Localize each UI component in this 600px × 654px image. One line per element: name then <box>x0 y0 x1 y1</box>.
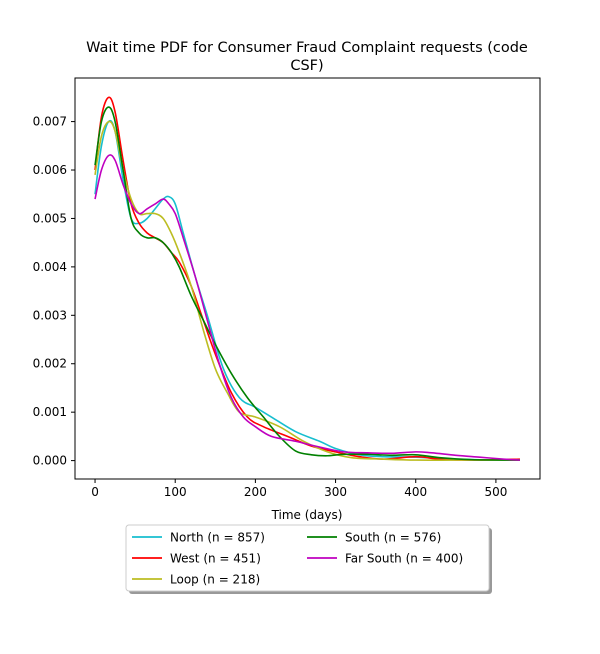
x-tick-label: 100 <box>164 485 187 499</box>
series-line-4 <box>94 154 521 461</box>
legend-label: South (n = 576) <box>345 531 441 545</box>
x-tick-label: 400 <box>404 485 427 499</box>
y-tick-label: 0.002 <box>33 357 67 371</box>
y-tick-label: 0.004 <box>33 260 67 274</box>
series-line-3 <box>94 106 520 461</box>
plot-frame <box>74 77 541 480</box>
axes-layer: 0 100 200 300 400 500 0.000 0.001 0.002 0.003 0.00… <box>33 115 508 499</box>
series-line-1 <box>94 96 520 461</box>
x-tick-label: 300 <box>324 485 347 499</box>
series-layer <box>94 96 521 461</box>
legend-label: Far South (n = 400) <box>345 552 463 566</box>
legend-label: Loop (n = 218) <box>170 573 260 587</box>
y-tick-label: 0.001 <box>33 405 67 419</box>
y-tick-label: 0.000 <box>33 454 67 468</box>
y-tick-label: 0.005 <box>33 211 67 225</box>
legend-label: West (n = 451) <box>170 552 261 566</box>
chart-title-line2: CSF) <box>290 58 323 74</box>
x-tick-label: 500 <box>484 485 507 499</box>
legend: North (n = 857) West (n = 451) Loop (n = 2… <box>125 524 492 594</box>
series-line-2 <box>94 120 520 461</box>
x-tick-label: 200 <box>244 485 267 499</box>
y-tick-label: 0.003 <box>33 308 67 322</box>
y-tick-label: 0.007 <box>33 115 67 129</box>
y-tick-label: 0.006 <box>33 163 67 177</box>
legend-label: North (n = 857) <box>170 531 265 545</box>
x-tick-label: 0 <box>91 485 99 499</box>
x-axis-label: Time (days) <box>271 508 343 522</box>
series-line-0 <box>94 119 520 461</box>
chart-title-line1: Wait time PDF for Consumer Fraud Complai… <box>86 40 528 56</box>
